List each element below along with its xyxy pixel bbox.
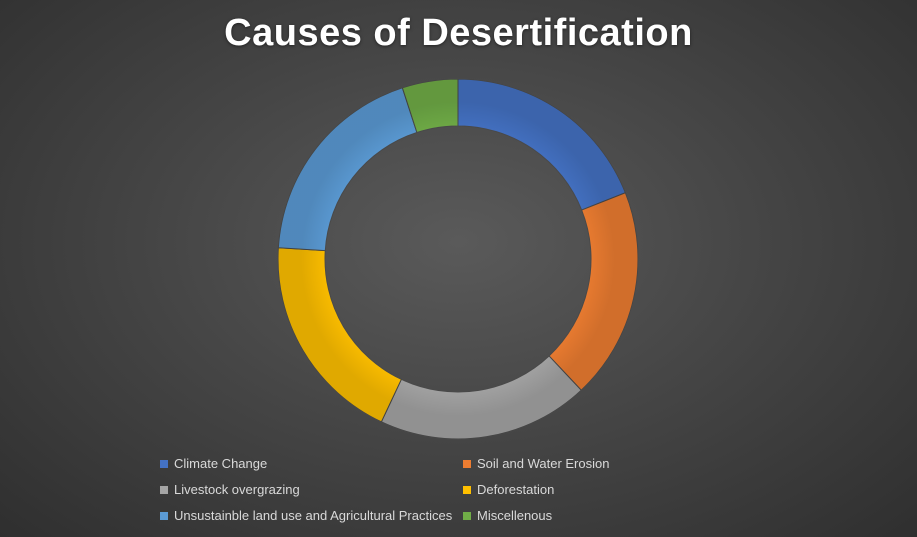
legend-label: Deforestation — [477, 482, 555, 497]
legend-label: Livestock overgrazing — [174, 482, 300, 497]
donut-shading — [278, 79, 638, 439]
legend-label: Unsustainble land use and Agricultural P… — [174, 508, 453, 523]
legend-swatch — [463, 511, 471, 520]
legend-item-deforestation: Deforestation — [463, 482, 554, 497]
legend-item-livestock-overgrazing: Livestock overgrazing — [160, 482, 300, 497]
legend-item-climate-change: Climate Change — [160, 456, 267, 471]
legend-item-miscellenous: Miscellenous — [463, 508, 552, 523]
legend-swatch — [463, 485, 471, 494]
legend-swatch — [160, 485, 168, 494]
legend-item-soil-and-water-erosion: Soil and Water Erosion — [463, 456, 609, 471]
legend-item-unsustainable-land-use: Unsustainble land use and Agricultural P… — [160, 508, 452, 523]
chart-title: Causes of Desertification — [224, 12, 693, 54]
legend-label: Climate Change — [174, 456, 268, 471]
legend-swatch — [463, 459, 471, 468]
legend-swatch — [160, 511, 168, 520]
chart-legend: Climate Change Soil and Water Erosion Li… — [160, 456, 800, 528]
legend-label: Soil and Water Erosion — [477, 456, 610, 471]
legend-label: Miscellenous — [477, 508, 553, 523]
legend-swatch — [160, 459, 168, 468]
